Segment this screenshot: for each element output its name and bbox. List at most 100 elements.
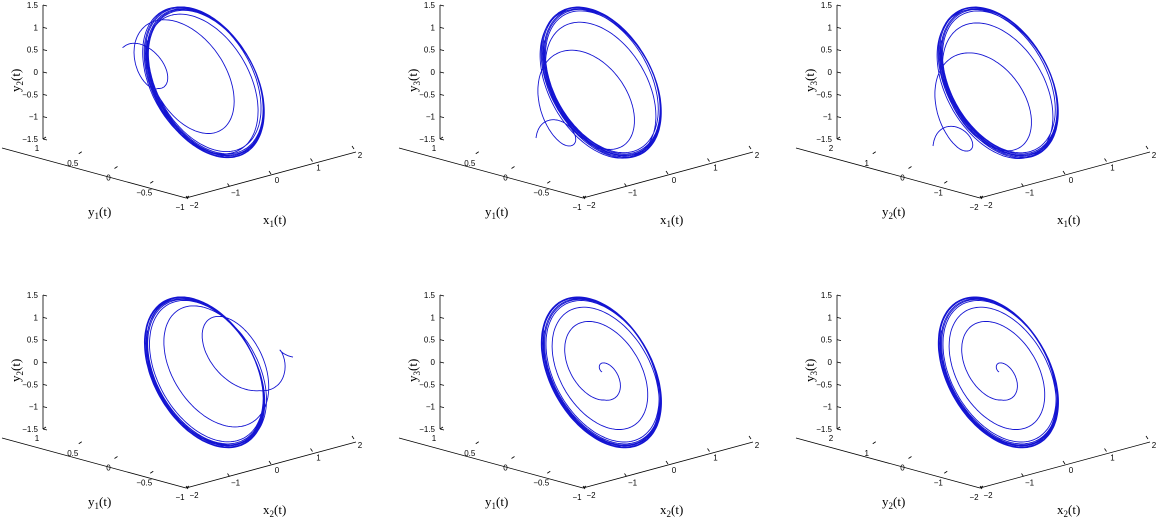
y-tick-mark <box>439 426 444 430</box>
z-tick-label: 0 <box>34 358 39 367</box>
y-tick-label: 0.5 <box>464 449 476 458</box>
x-axis-label: x1(t) <box>660 212 683 229</box>
z-tick-label: −1.5 <box>419 425 435 434</box>
x-tick-mark <box>1145 435 1149 440</box>
z-tick-mark <box>42 361 48 364</box>
trajectory-line <box>122 6 265 159</box>
z-tick-label: −1.5 <box>816 425 832 434</box>
z-tick-label: 1 <box>34 313 39 322</box>
z-tick-mark <box>836 93 842 96</box>
z-tick-mark <box>42 116 48 119</box>
z-tick-mark <box>439 93 445 96</box>
y-tick-mark <box>979 485 984 489</box>
z-tick-mark <box>42 294 48 297</box>
y-tick-mark <box>475 441 479 445</box>
y-tick-label: 1 <box>432 434 437 443</box>
x-tick-mark <box>707 158 710 162</box>
y-tick-label: 2 <box>829 434 834 443</box>
x-tick-label: 0 <box>672 176 677 185</box>
z-tick-label: −1 <box>823 403 833 412</box>
y-tick-label: 1 <box>432 144 437 153</box>
z-tick-mark <box>439 116 445 119</box>
z-tick-label: −1 <box>426 403 436 412</box>
x-tick-mark <box>1021 183 1024 187</box>
z-tick-label: −1.5 <box>419 135 435 144</box>
z-tick-label: −1 <box>29 113 39 122</box>
z-tick-mark <box>439 49 445 52</box>
y-tick-label: 1 <box>865 449 870 458</box>
trajectory-line <box>535 6 662 159</box>
y-tick-label: −2 <box>969 203 979 212</box>
x-tick-mark <box>1104 448 1107 452</box>
y-axis-line <box>398 147 584 199</box>
y-axis-label: y2(t) <box>882 494 905 511</box>
y-tick-label: −0.5 <box>533 188 549 197</box>
y-tick-mark <box>582 485 587 489</box>
x-tick-mark <box>351 145 355 150</box>
y-axis-line <box>795 437 981 489</box>
y-axis-label: y1(t) <box>88 494 111 511</box>
z-tick-label: −0.5 <box>816 380 832 389</box>
z-tick-mark <box>439 316 445 319</box>
z-axis-label: y3(t) <box>405 69 422 92</box>
y-tick-mark <box>42 426 47 430</box>
z-tick-mark <box>836 138 842 141</box>
x-tick-mark <box>1062 170 1066 175</box>
x-tick-label: −2 <box>189 201 199 210</box>
x-tick-label: 0 <box>275 466 280 475</box>
x-axis-line <box>185 151 357 199</box>
z-tick-label: 1 <box>34 23 39 32</box>
z-tick-label: 0 <box>431 68 436 77</box>
y-tick-mark <box>185 195 190 199</box>
y-tick-label: −1 <box>934 478 944 487</box>
x-axis-label: x1(t) <box>263 212 286 229</box>
z-tick-mark <box>836 71 842 74</box>
x-tick-label: −2 <box>189 491 199 500</box>
z-tick-mark <box>836 294 842 297</box>
z-tick-mark <box>439 26 445 29</box>
y-axis-label: y2(t) <box>882 204 905 221</box>
x-tick-label: −1 <box>628 479 638 488</box>
y-tick-label: −0.5 <box>136 188 152 197</box>
x-tick-label: 2 <box>755 441 760 450</box>
z-tick-mark <box>42 383 48 386</box>
x-tick-mark <box>1062 460 1066 465</box>
z-tick-label: 1.5 <box>821 1 833 10</box>
x-tick-label: 0 <box>1069 466 1074 475</box>
x-tick-mark <box>665 460 669 465</box>
z-tick-mark <box>439 71 445 74</box>
x-tick-label: 0 <box>275 176 280 185</box>
z-tick-label: 0.5 <box>27 46 39 55</box>
y-tick-mark <box>114 456 118 459</box>
z-tick-mark <box>42 49 48 52</box>
y-tick-label: −1 <box>572 493 582 502</box>
z-tick-label: 0 <box>828 68 833 77</box>
y-tick-mark <box>150 470 154 474</box>
y-tick-label: −0.5 <box>136 478 152 487</box>
x-tick-label: 1 <box>713 454 718 463</box>
x-tick-mark <box>268 170 272 175</box>
y-tick-label: −1 <box>175 203 185 212</box>
z-tick-mark <box>439 294 445 297</box>
z-tick-mark <box>42 4 48 7</box>
y-tick-label: −1 <box>175 493 185 502</box>
x-axis-line <box>582 151 754 199</box>
z-tick-label: 0 <box>34 68 39 77</box>
x-tick-label: 1 <box>316 164 321 173</box>
z-tick-mark <box>836 316 842 319</box>
panel-bottom-left: 1.510.50−0.5−1−1.510.50−0.5−1 −2−1012y2(t… <box>1 291 363 519</box>
z-tick-label: −0.5 <box>22 90 38 99</box>
x-tick-mark <box>582 485 586 490</box>
z-tick-mark <box>42 93 48 96</box>
y-tick-mark <box>979 195 984 199</box>
y-tick-label: 0.5 <box>67 449 79 458</box>
x-tick-label: 2 <box>358 151 363 160</box>
y-axis-label: y1(t) <box>485 204 508 221</box>
y-tick-label: 2 <box>829 144 834 153</box>
z-tick-label: 1.5 <box>27 291 39 300</box>
y-tick-mark <box>908 456 912 459</box>
panel-bottom-middle: 1.510.50−0.5−1−1.510.50−0.5−1 −2−1012y3(t… <box>398 291 760 519</box>
y-tick-mark <box>944 470 948 474</box>
z-tick-label: 0 <box>431 358 436 367</box>
